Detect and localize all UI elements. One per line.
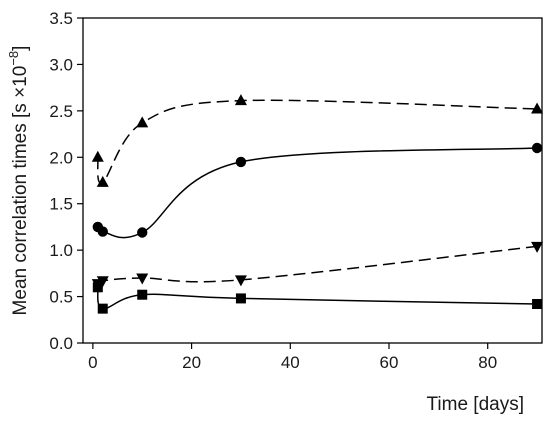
series-line — [97, 147, 538, 239]
series-line — [97, 245, 538, 285]
y-axis-title-close: ] — [10, 46, 31, 51]
series-line — [97, 287, 538, 310]
y-tick-label: 3.5 — [49, 9, 73, 28]
series-layer — [91, 94, 544, 314]
data-point-triangle-down — [234, 275, 247, 287]
data-point-triangle-up — [91, 150, 104, 162]
data-point-triangle-down — [136, 273, 149, 285]
data-point-circle — [531, 142, 543, 154]
data-point-square — [97, 303, 108, 314]
data-point-triangle-up — [96, 175, 109, 187]
x-tick-label: 40 — [281, 353, 300, 372]
plot-area-frame — [82, 17, 543, 344]
x-tick-label: 20 — [182, 353, 201, 372]
y-axis-title-main: Mean correlation times [s ×10 — [10, 66, 31, 316]
x-tick-label: 60 — [380, 353, 399, 372]
y-tick-label: 1.5 — [49, 195, 73, 214]
y-tick-label: 2.5 — [49, 102, 73, 121]
x-axis-ticks: 0 20 40 60 80 — [88, 343, 497, 372]
series-triangle-up — [91, 94, 544, 187]
x-tick-label: 0 — [88, 353, 97, 372]
data-point-triangle-up — [234, 94, 247, 106]
data-point-circle — [137, 227, 148, 238]
series-square — [92, 282, 543, 314]
series-triangle-down — [91, 241, 544, 291]
data-point-circle — [97, 226, 108, 237]
data-point-triangle-up — [136, 116, 149, 128]
y-tick-label: 3.0 — [49, 55, 73, 74]
data-point-square — [235, 293, 246, 304]
data-point-triangle-down — [531, 241, 544, 253]
data-point-circle — [235, 156, 247, 168]
data-point-triangle-up — [531, 102, 544, 114]
series-line — [97, 99, 538, 184]
y-tick-label: 0.5 — [49, 288, 73, 307]
data-point-square — [92, 282, 103, 293]
y-tick-label: 1.0 — [49, 241, 73, 260]
series-circle — [92, 142, 543, 239]
y-axis-title: Mean correlation times [s ×10−8] — [6, 46, 31, 316]
y-axis-ticks: 0.0 0.5 1.0 1.5 2.0 2.5 3.0 3.5 — [49, 9, 83, 353]
y-axis-title-exponent: −8 — [6, 51, 21, 66]
x-tick-label: 80 — [478, 353, 497, 372]
x-axis-title: Time [days] — [427, 394, 525, 415]
data-point-square — [532, 299, 543, 309]
data-point-square — [137, 289, 148, 300]
y-tick-label: 2.0 — [49, 148, 73, 167]
data-point-triangle-down — [96, 276, 109, 288]
y-tick-label: 0.0 — [49, 334, 73, 353]
